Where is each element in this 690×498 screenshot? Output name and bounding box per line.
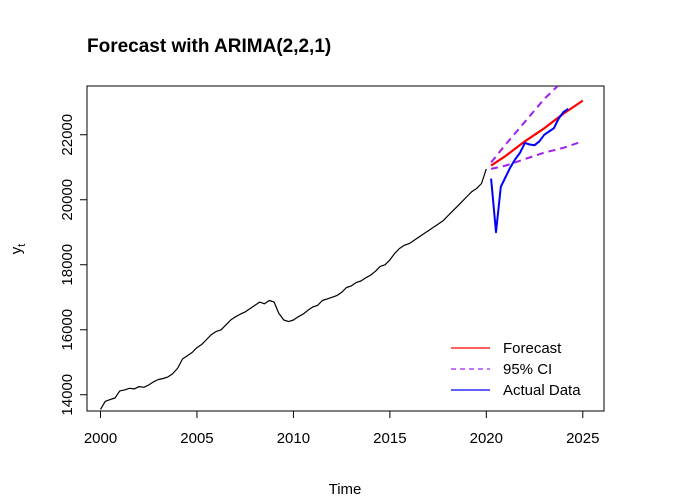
x-tick-label: 2005 [180,430,213,447]
plot-frame [86,85,605,412]
chart-title: Forecast with ARIMA(2,2,1) [87,36,331,57]
series-forecast-line [490,99,584,167]
y-tick-label: 20000 [59,179,76,221]
legend: Forecast 95% CI Actual Data [451,340,581,399]
y-axis-label: yt [8,244,28,255]
x-tick-label: 2000 [84,430,117,447]
series-ci-lower-line [490,140,584,170]
y-axis-label-subscript: t [16,244,28,247]
series-actual-line [490,107,569,234]
x-tick-label: 2025 [566,430,599,447]
x-tick-label: 2020 [470,430,503,447]
series-ci-upper-line [490,86,559,164]
y-axis-label-main: y [8,246,25,254]
series-history-line [99,168,487,410]
legend-label: Actual Data [503,382,581,399]
y-tick-label: 22000 [59,114,76,156]
y-tick-label: 18000 [59,244,76,286]
x-tick-label: 2015 [373,430,406,447]
x-axis-label: Time [329,481,362,498]
y-tick-label: 16000 [59,309,76,351]
plot-area [86,85,605,412]
x-axis: 2000 2005 2010 2015 2020 2025 [84,411,599,447]
y-axis: 14000 16000 18000 20000 22000 [59,114,87,416]
x-tick-label: 2010 [277,430,310,447]
legend-label: Forecast [503,340,562,357]
y-tick-label: 14000 [59,374,76,416]
legend-label: 95% CI [503,361,552,378]
